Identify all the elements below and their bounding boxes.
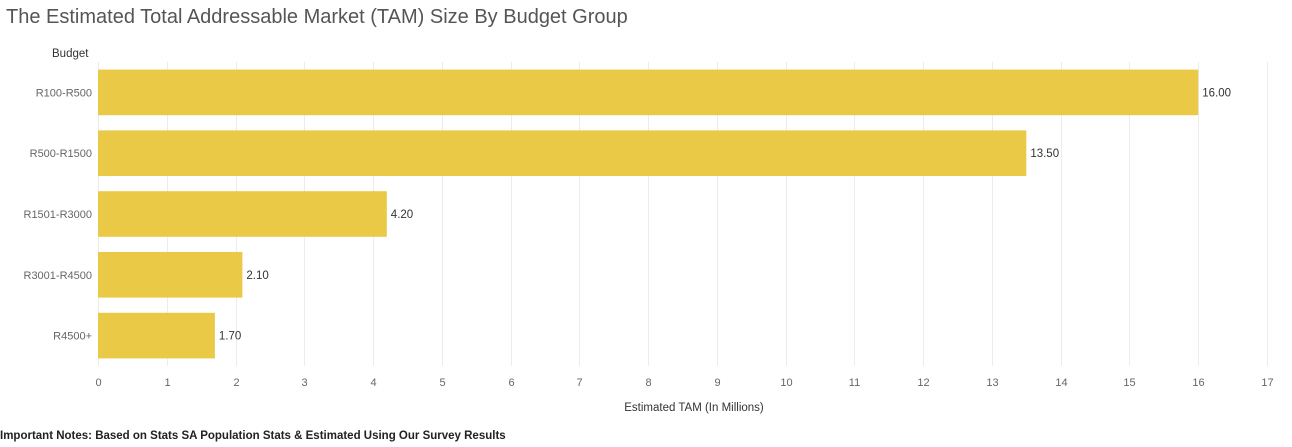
x-tick-label: 4 — [370, 377, 376, 389]
category-label: R100-R500 — [36, 87, 92, 99]
x-tick-label: 9 — [714, 377, 720, 389]
data-labels: 16.00 13.50 4.20 2.10 1.70 — [219, 87, 1231, 342]
important-note: Important Notes: Based on Stats SA Popul… — [0, 430, 506, 442]
x-tick-label: 17 — [1261, 377, 1273, 389]
x-tick-label: 0 — [95, 377, 101, 389]
data-label: 13.50 — [1030, 148, 1059, 160]
x-tick-label: 15 — [1123, 377, 1135, 389]
x-tick-label: 13 — [986, 377, 998, 389]
x-tick-labels: 0 1 2 3 4 5 6 7 8 9 10 11 12 13 14 15 16 17 — [95, 377, 1273, 389]
category-label: R1501-R3000 — [24, 209, 93, 221]
x-axis-title: Estimated TAM (In Millions) — [624, 402, 764, 414]
category-label: R3001-R4500 — [24, 270, 93, 282]
bar — [98, 69, 1199, 116]
x-tick-label: 7 — [576, 377, 582, 389]
bars — [98, 69, 1199, 359]
x-tick-label: 14 — [1055, 377, 1067, 389]
x-tick-label: 12 — [917, 377, 929, 389]
chart-title: The Estimated Total Addressable Market (… — [6, 6, 628, 28]
category-label: R4500+ — [53, 331, 92, 343]
x-tick-label: 3 — [301, 377, 307, 389]
bar — [98, 130, 1027, 176]
data-label: 4.20 — [391, 209, 413, 221]
category-label: R500-R1500 — [30, 148, 92, 160]
x-tick-label: 10 — [780, 377, 792, 389]
bar — [98, 312, 215, 359]
y-axis-title: Budget — [52, 48, 89, 60]
bar — [98, 191, 387, 237]
bar — [98, 252, 243, 298]
bar-chart: 16.00 13.50 4.20 2.10 1.70 R100-R500 R500-R15… — [24, 48, 1274, 414]
x-tick-label: 11 — [849, 377, 860, 389]
x-tick-label: 5 — [439, 377, 445, 389]
data-label: 16.00 — [1202, 87, 1231, 99]
data-label: 1.70 — [219, 331, 241, 343]
x-tick-label: 8 — [645, 377, 651, 389]
data-label: 2.10 — [246, 270, 268, 282]
x-tick-label: 2 — [233, 377, 239, 389]
x-tick-label: 1 — [164, 377, 170, 389]
category-labels: R100-R500 R500-R1500 R1501-R3000 R3001-R450… — [24, 87, 93, 342]
x-tick-label: 6 — [508, 377, 514, 389]
x-tick-label: 16 — [1192, 377, 1204, 389]
